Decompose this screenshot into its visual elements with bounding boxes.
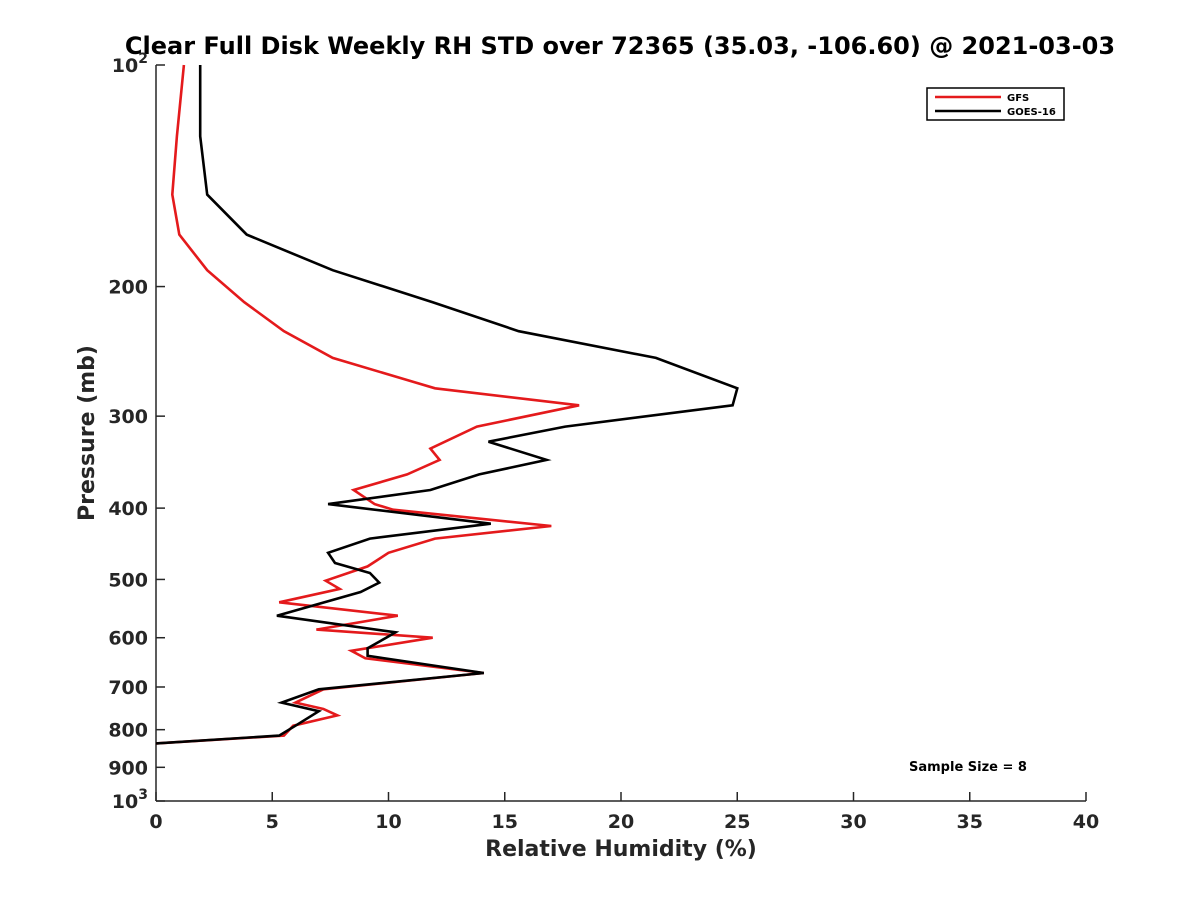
y-tick-label: 900 [108,757,148,779]
legend-label-gfs: GFS [1007,93,1029,104]
y-tick-label: 400 [108,498,148,520]
legend-box [926,87,1065,121]
y-ticks: 102 200 300 400 500 600 700 800 900 103 [108,51,165,813]
y-tick-label: 103 [112,787,148,813]
y-tick-label: 102 [112,51,148,77]
x-axis-label: Relative Humidity (%) [485,837,757,862]
y-tick-label: 500 [108,569,148,591]
y-axis-label: Pressure (mb) [75,345,100,521]
y-tick-label: 300 [108,406,148,428]
y-tick-exponent: 3 [138,787,148,803]
chart-title: Clear Full Disk Weekly RH STD over 72365… [125,32,1115,60]
y-tick-label: 800 [108,720,148,742]
x-tick-label: 5 [266,811,279,833]
legend: GFS GOES-16 [926,87,1065,121]
sample-size-annotation: Sample Size = 8 [909,760,1027,775]
series-layer [155,64,739,745]
axes [155,65,1086,802]
x-tick-label: 30 [840,811,866,833]
y-tick-label: 600 [108,628,148,650]
x-tick-label: 25 [724,811,750,833]
x-ticks: 0 5 10 15 20 25 30 35 40 [149,792,1099,833]
x-tick-label: 10 [375,811,401,833]
y-tick-label: 700 [108,677,148,699]
x-tick-label: 0 [149,811,162,833]
x-tick-label: 20 [608,811,634,833]
y-tick-exponent: 2 [138,51,148,67]
x-tick-label: 40 [1073,811,1099,833]
legend-label-goes16: GOES-16 [1007,107,1056,118]
y-tick-label: 200 [108,277,148,299]
x-tick-label: 35 [957,811,983,833]
x-tick-label: 15 [492,811,518,833]
series-line-gfs [155,64,580,745]
series-line-goes16 [155,65,739,745]
